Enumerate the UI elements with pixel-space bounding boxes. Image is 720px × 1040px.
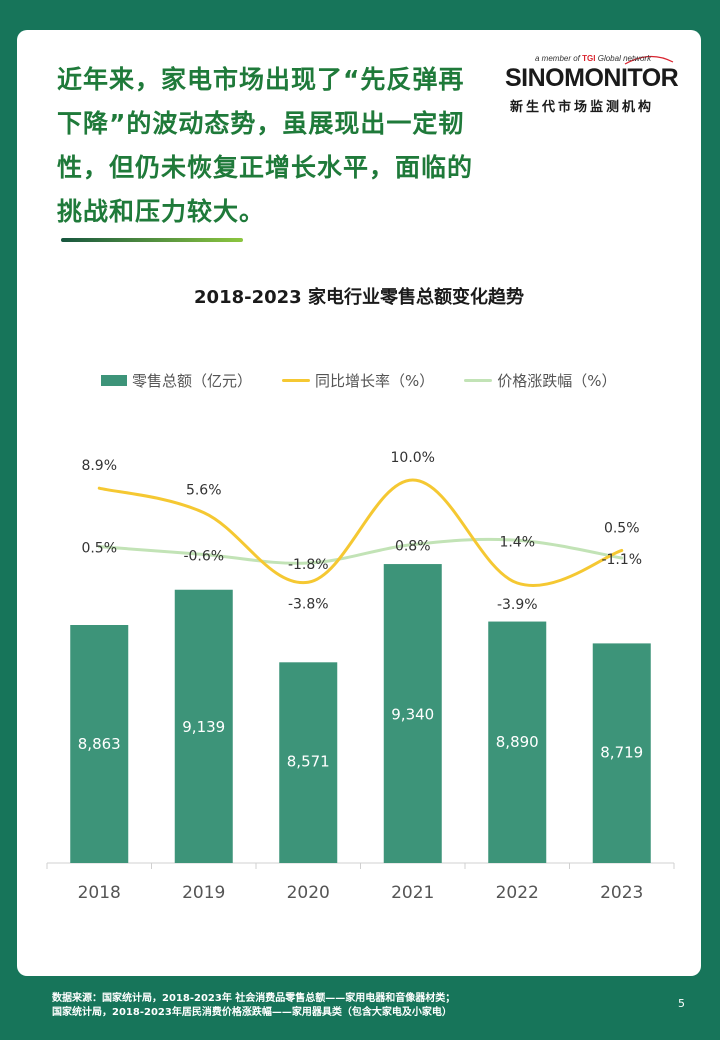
logo-tagline-suffix: Global network xyxy=(597,54,652,63)
bar-label-2020: 8,571 xyxy=(287,753,330,771)
growth-label-2019: 5.6% xyxy=(186,483,222,499)
logo-arc-icon xyxy=(624,55,674,65)
price-label-2020: -1.8% xyxy=(288,557,329,573)
price-label-2022: 1.4% xyxy=(499,534,535,550)
bar-2020 xyxy=(279,662,338,863)
legend-item-growth: 同比增长率（%） xyxy=(282,370,434,391)
page-number: 5 xyxy=(678,997,685,1010)
bar-label-2021: 9,340 xyxy=(391,706,434,724)
price-label-2018: 0.5% xyxy=(81,541,117,557)
growth-rate-line xyxy=(97,478,624,587)
logo-tagline-brand: TGI xyxy=(582,54,596,63)
sinomonitor-logo: a member of TGI Global network SINOMONIT… xyxy=(505,52,685,122)
footer-source: 数据来源：国家统计局，2018-2023年 社会消费品零售总额——家用电器和音像… xyxy=(52,992,455,1020)
growth-label-2021: 10.0% xyxy=(391,450,435,466)
chart-plot: 8,863 2018 9,139 2019 8,571 2020 9,340 2021 8,89… xyxy=(46,450,675,903)
x-tick-label-2019: 2019 xyxy=(182,883,225,903)
content-card: 近年来，家电市场出现了“先反弹再 下降”的波动态势，虽展现出一定韧 性，但仍未恢… xyxy=(17,30,701,976)
legend-item-price: 价格涨跌幅（%） xyxy=(464,370,617,391)
logo-name: SINOMONITOR xyxy=(505,64,679,92)
footer-line: 数据来源：国家统计局，2018-2023年 社会消费品零售总额——家用电器和音像… xyxy=(52,993,456,1004)
bar-label-2018: 8,863 xyxy=(78,735,121,753)
bar-2023 xyxy=(592,643,651,863)
legend-label: 价格涨跌幅（%） xyxy=(497,371,617,390)
headline-line: 性，但仍未恢复正增长水平，面临的 xyxy=(57,153,474,182)
price-change-line xyxy=(97,537,624,565)
headline: 近年来，家电市场出现了“先反弹再 下降”的波动态势，虽展现出一定韧 性，但仍未恢… xyxy=(57,58,497,234)
legend-swatch-growth xyxy=(282,378,311,382)
growth-label-2022: -3.9% xyxy=(497,597,538,613)
bar-2019 xyxy=(174,589,233,863)
bar-2022 xyxy=(488,621,547,863)
headline-line: 挑战和压力较大。 xyxy=(57,197,266,226)
legend-swatch-bar xyxy=(101,374,127,386)
headline-line: 下降”的波动态势，虽展现出一定韧 xyxy=(57,109,465,138)
x-tick-label-2021: 2021 xyxy=(391,883,434,903)
footer-line: 国家统计局，2018-2023年居民消费价格涨跌幅——家用器具类（包含大家电及小… xyxy=(52,1007,452,1018)
logo-tagline: a member of TGI Global network xyxy=(535,54,651,63)
bar-label-2023: 8,719 xyxy=(600,744,643,762)
bar-2018 xyxy=(70,625,129,863)
x-tick-label-2018: 2018 xyxy=(78,883,121,903)
bar-2021 xyxy=(383,564,442,863)
bar-label-2022: 8,890 xyxy=(496,733,539,751)
legend-label: 零售总额（亿元） xyxy=(132,371,253,390)
price-label-2019: -0.6% xyxy=(183,548,224,564)
x-tick-label-2022: 2022 xyxy=(496,883,539,903)
headline-divider xyxy=(61,238,243,242)
growth-label-2023: 0.5% xyxy=(604,520,640,536)
price-label-2021: 0.8% xyxy=(395,539,431,555)
growth-label-2020: -3.8% xyxy=(288,596,329,612)
x-tick-label-2020: 2020 xyxy=(287,883,330,903)
bar-label-2019: 9,139 xyxy=(182,718,225,736)
legend-item-retail: 零售总额（亿元） xyxy=(101,370,252,391)
logo-tagline-prefix: a member of xyxy=(535,54,580,63)
chart-title: 2018-2023 家电行业零售总额变化趋势 xyxy=(194,287,524,308)
legend-swatch-price xyxy=(464,378,493,382)
growth-label-2018: 8.9% xyxy=(81,458,117,474)
x-tick-label-2023: 2023 xyxy=(600,883,643,903)
chart-legend: 零售总额（亿元） 同比增长率（%） 价格涨跌幅（%） xyxy=(101,370,647,390)
logo-subtitle: 新生代市场监测机构 xyxy=(510,100,655,115)
legend-label: 同比增长率（%） xyxy=(315,371,435,390)
headline-line: 近年来，家电市场出现了“先反弹再 xyxy=(57,65,465,94)
price-label-2023: -1.1% xyxy=(601,552,642,568)
